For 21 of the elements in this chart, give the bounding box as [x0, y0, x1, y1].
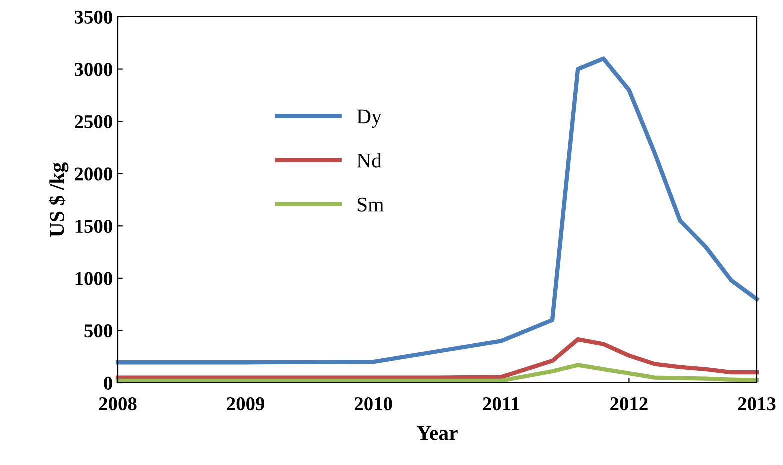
y-tick-label: 0: [104, 376, 112, 390]
line-series: [116, 56, 760, 365]
legend-label: Nd: [357, 153, 382, 168]
y-tick-label: 500: [84, 324, 112, 338]
y-tick-label: 2000: [75, 168, 112, 181]
y-tick-label: 1000: [76, 272, 112, 286]
y-tick-label: 1500: [76, 220, 112, 234]
x-tick-label: 2010: [354, 397, 392, 411]
x-tick-label: 2013: [738, 397, 776, 411]
x-tick-label: 2012: [610, 397, 648, 411]
y-tick-label: 3500: [74, 10, 112, 24]
y-axis-title: US $ /kg: [49, 162, 69, 238]
y-tick-label: 2500: [75, 115, 112, 129]
y-tick-label: 3000: [74, 63, 112, 76]
x-axis-title: Year: [417, 426, 458, 440]
legend-label: Dy: [357, 110, 382, 128]
legend-label: Sm: [358, 198, 384, 212]
x-tick-label: 2011: [483, 397, 520, 411]
x-tick-label: 2008: [99, 397, 137, 411]
x-tick-label: 2009: [227, 397, 265, 411]
line-series: [116, 338, 760, 380]
